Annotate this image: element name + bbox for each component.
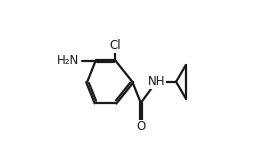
Text: NH: NH (148, 75, 165, 88)
Text: O: O (136, 120, 145, 133)
Text: Cl: Cl (110, 39, 121, 52)
Text: H₂N: H₂N (57, 54, 79, 67)
